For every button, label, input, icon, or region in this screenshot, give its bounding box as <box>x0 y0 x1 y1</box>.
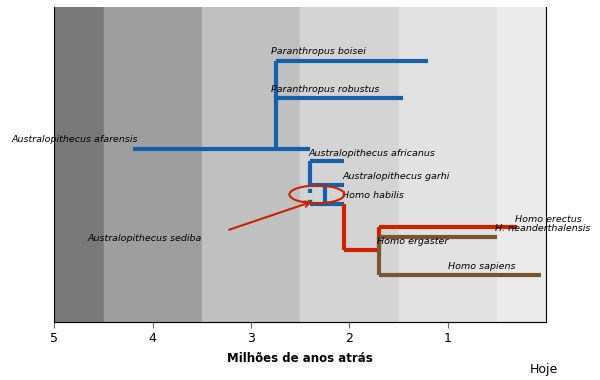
Text: Homo sapiens: Homo sapiens <box>448 262 515 271</box>
Text: Australopithecus garhi: Australopithecus garhi <box>343 172 450 181</box>
Bar <box>104 7 202 322</box>
Text: Paranthropus robustus: Paranthropus robustus <box>271 85 379 94</box>
Text: H. neanderthalensis: H. neanderthalensis <box>495 224 590 233</box>
Bar <box>300 7 398 322</box>
Bar <box>55 7 104 322</box>
Text: Paranthropus boisei: Paranthropus boisei <box>271 48 365 56</box>
Text: Hoje: Hoje <box>530 363 558 376</box>
X-axis label: Milhões de anos atrás: Milhões de anos atrás <box>227 352 373 366</box>
Text: Australopithecus sediba: Australopithecus sediba <box>88 234 202 243</box>
Text: Australopithecus afarensis: Australopithecus afarensis <box>11 135 138 144</box>
Bar <box>497 7 546 322</box>
Text: Homo erectus: Homo erectus <box>515 215 581 224</box>
Text: Homo ergaster: Homo ergaster <box>377 237 448 246</box>
Text: Australopithecus africanus: Australopithecus africanus <box>308 149 435 158</box>
Bar <box>202 7 300 322</box>
Bar <box>398 7 497 322</box>
Text: Homo habilis: Homo habilis <box>343 191 404 200</box>
